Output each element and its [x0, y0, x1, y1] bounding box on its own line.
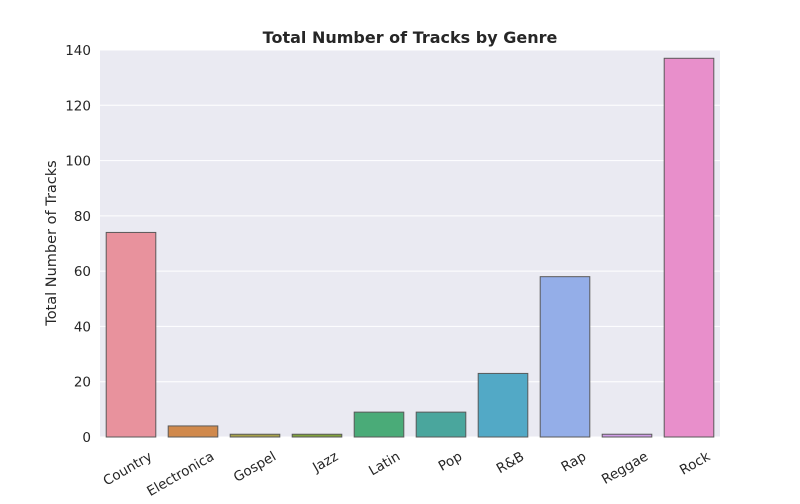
x-tick-label: Reggae [599, 449, 651, 488]
x-tick-label: Jazz [309, 449, 341, 477]
bar-gospel [229, 433, 281, 438]
x-tick-label: Latin [366, 449, 403, 480]
y-tick-label: 140 [65, 43, 91, 59]
y-tick-label: 0 [82, 430, 91, 446]
y-tick-labels: 0 20 40 60 80 100 120 140 [65, 43, 91, 446]
x-tick-label: Electronica [144, 449, 217, 500]
x-tick-label: Pop [436, 449, 465, 475]
x-tick-label: Rock [677, 449, 713, 479]
bar-r-b [477, 372, 529, 438]
y-tick-label: 80 [74, 209, 91, 225]
y-axis-label: Total Number of Tracks [44, 160, 60, 326]
y-tick-label: 60 [74, 264, 91, 280]
bar-electronica [167, 425, 219, 438]
plot-background [100, 50, 720, 437]
bar-pop [415, 411, 467, 438]
bar-country [105, 231, 157, 438]
y-tick-label: 100 [65, 154, 91, 170]
chart-title: Total Number of Tracks by Genre [263, 28, 558, 47]
y-tick-label: 20 [74, 375, 91, 391]
x-tick-label: Gospel [231, 449, 279, 486]
x-tick-label: R&B [494, 449, 527, 477]
x-tick-label: Rap [559, 449, 589, 476]
x-tick-label: Country [101, 449, 155, 490]
bar-reggae [601, 433, 653, 438]
bars [105, 57, 715, 438]
bar-rock [663, 57, 715, 438]
grid-lines [100, 49, 720, 438]
bar-latin [353, 411, 405, 438]
y-tick-label: 40 [74, 319, 91, 335]
y-tick-label: 120 [65, 98, 91, 114]
bar-rap [539, 276, 591, 438]
bar-jazz [291, 433, 343, 438]
